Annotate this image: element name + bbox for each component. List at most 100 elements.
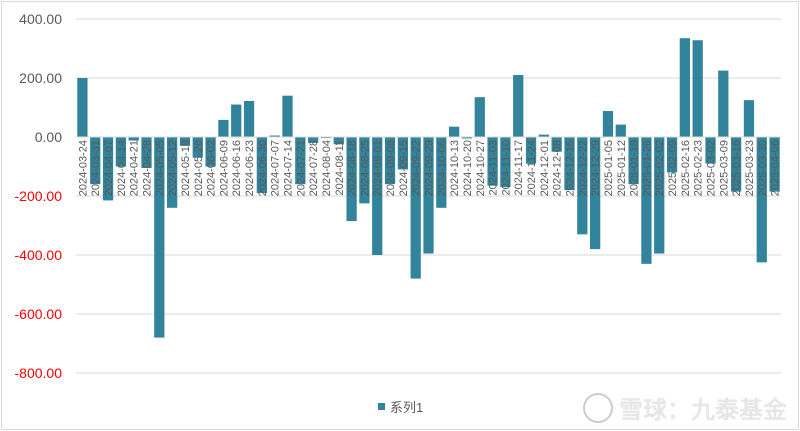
x-tick-label: 2024-03-31	[90, 140, 102, 196]
x-tick-label: 2024-07-14	[283, 140, 295, 196]
bar	[167, 137, 178, 208]
x-tick-label: 2024-03-24	[77, 140, 89, 196]
bar	[77, 78, 88, 137]
x-tick-label: 2024-06-02	[206, 140, 218, 196]
x-tick-label: 2024-12-29	[590, 140, 602, 196]
bar	[538, 134, 549, 137]
bar	[705, 137, 716, 164]
bar	[769, 137, 780, 192]
legend: 系列1	[378, 397, 423, 416]
bar	[474, 97, 485, 137]
x-tick-label: 2025-01-19	[629, 140, 641, 196]
x-tick-label: 2024-10-06	[436, 140, 448, 196]
bar	[551, 137, 562, 152]
watermark: 雪球：九泰基金	[583, 390, 787, 425]
x-tick-label: 2024-10-27	[475, 140, 487, 196]
bar	[756, 137, 767, 263]
x-tick-label: 2024-08-18	[347, 140, 359, 196]
x-tick-label: 2024-12-08	[552, 140, 564, 196]
x-tick-label: 2025-03-30	[757, 140, 769, 196]
bar	[577, 137, 588, 235]
watermark-text: 雪球：九泰基金	[619, 396, 787, 424]
x-tick-label: 2024-09-29	[424, 140, 436, 196]
bar	[654, 137, 665, 254]
bar	[295, 137, 306, 185]
y-tick-label: -200.00	[15, 188, 63, 204]
bar	[192, 137, 203, 158]
x-tick-label: 2025-01-12	[616, 140, 628, 196]
bar	[205, 137, 216, 167]
bar	[128, 137, 139, 141]
bar	[333, 137, 344, 145]
x-tick-label: 2025-02-02	[654, 140, 666, 196]
x-tick-label: 2024-06-16	[231, 140, 243, 196]
x-tick-label: 2024-11-10	[500, 140, 512, 195]
x-tick-label: 2024-05-19	[180, 140, 192, 196]
bar	[102, 137, 114, 201]
x-tick-label: 2024-04-28	[142, 140, 154, 196]
x-tick-label: 2024-05-26	[193, 140, 205, 196]
snowball-logo-icon	[583, 392, 613, 423]
y-tick-label: 0.00	[35, 129, 62, 145]
x-tick-label: 2024-11-24	[526, 140, 538, 195]
x-tick-label: 2024-12-01	[539, 140, 551, 196]
x-tick-label: 2025-03-09	[718, 140, 730, 196]
bar	[641, 137, 652, 264]
bar	[115, 137, 126, 167]
x-tick-label: 2024-09-22	[411, 140, 423, 196]
x-tick-label: 2024-05-05	[154, 140, 166, 196]
bar	[90, 137, 101, 185]
x-tick-label: 2024-04-14	[116, 140, 128, 196]
bar	[384, 137, 396, 185]
x-tick-label: 2024-07-28	[308, 140, 320, 196]
bar	[359, 137, 370, 204]
x-tick-label: 2024-08-25	[359, 140, 371, 196]
bar	[410, 137, 421, 279]
bar	[487, 137, 498, 186]
x-tick-label: 2025-01-05	[603, 140, 615, 196]
legend-swatch	[378, 403, 385, 410]
bar	[282, 95, 293, 137]
x-tick-label: 2025-01-26	[641, 140, 653, 196]
x-tick-label: 2025-03-23	[744, 140, 756, 196]
bar	[461, 137, 473, 139]
x-tick-label: 2025-03-16	[731, 140, 743, 196]
bar	[397, 137, 408, 170]
x-tick-label: 2024-09-08	[385, 140, 397, 196]
x-tick-label: 2024-09-01	[372, 140, 384, 196]
bar	[141, 137, 152, 168]
x-tick-label: 2025-04-06	[770, 140, 782, 196]
x-tick-label: 2024-07-07	[270, 140, 282, 196]
bar	[743, 100, 755, 137]
x-tick-label: 2024-11-03	[488, 140, 500, 195]
bar	[154, 137, 165, 338]
x-tick-label: 2024-10-13	[449, 140, 461, 196]
legend-label: 系列1	[390, 400, 424, 415]
bar	[500, 137, 511, 188]
bar	[449, 126, 460, 137]
bar	[666, 137, 678, 173]
x-tick-label: 2024-08-04	[321, 140, 333, 196]
bar	[372, 137, 383, 255]
x-tick-label: 2025-02-09	[667, 140, 679, 196]
x-tick-label: 2025-02-16	[680, 140, 692, 196]
bar	[679, 38, 690, 137]
x-tick-label: 2024-11-17	[513, 140, 525, 195]
x-tick-label: 2024-09-15	[398, 140, 410, 196]
bar	[256, 137, 267, 194]
x-tick-label: 2024-10-20	[462, 140, 474, 196]
x-tick-label: 2024-04-21	[129, 140, 141, 196]
x-tick-label: 2025-03-02	[706, 140, 718, 196]
bar	[231, 104, 242, 137]
y-tick-label: -400.00	[15, 247, 63, 263]
bar	[308, 137, 319, 143]
bar	[731, 137, 742, 192]
bar	[602, 111, 614, 137]
x-tick-label: 2024-06-30	[257, 140, 269, 196]
bar	[692, 40, 703, 137]
bar	[436, 137, 447, 208]
bar	[346, 137, 357, 222]
x-tick-label: 2024-06-23	[244, 140, 256, 196]
